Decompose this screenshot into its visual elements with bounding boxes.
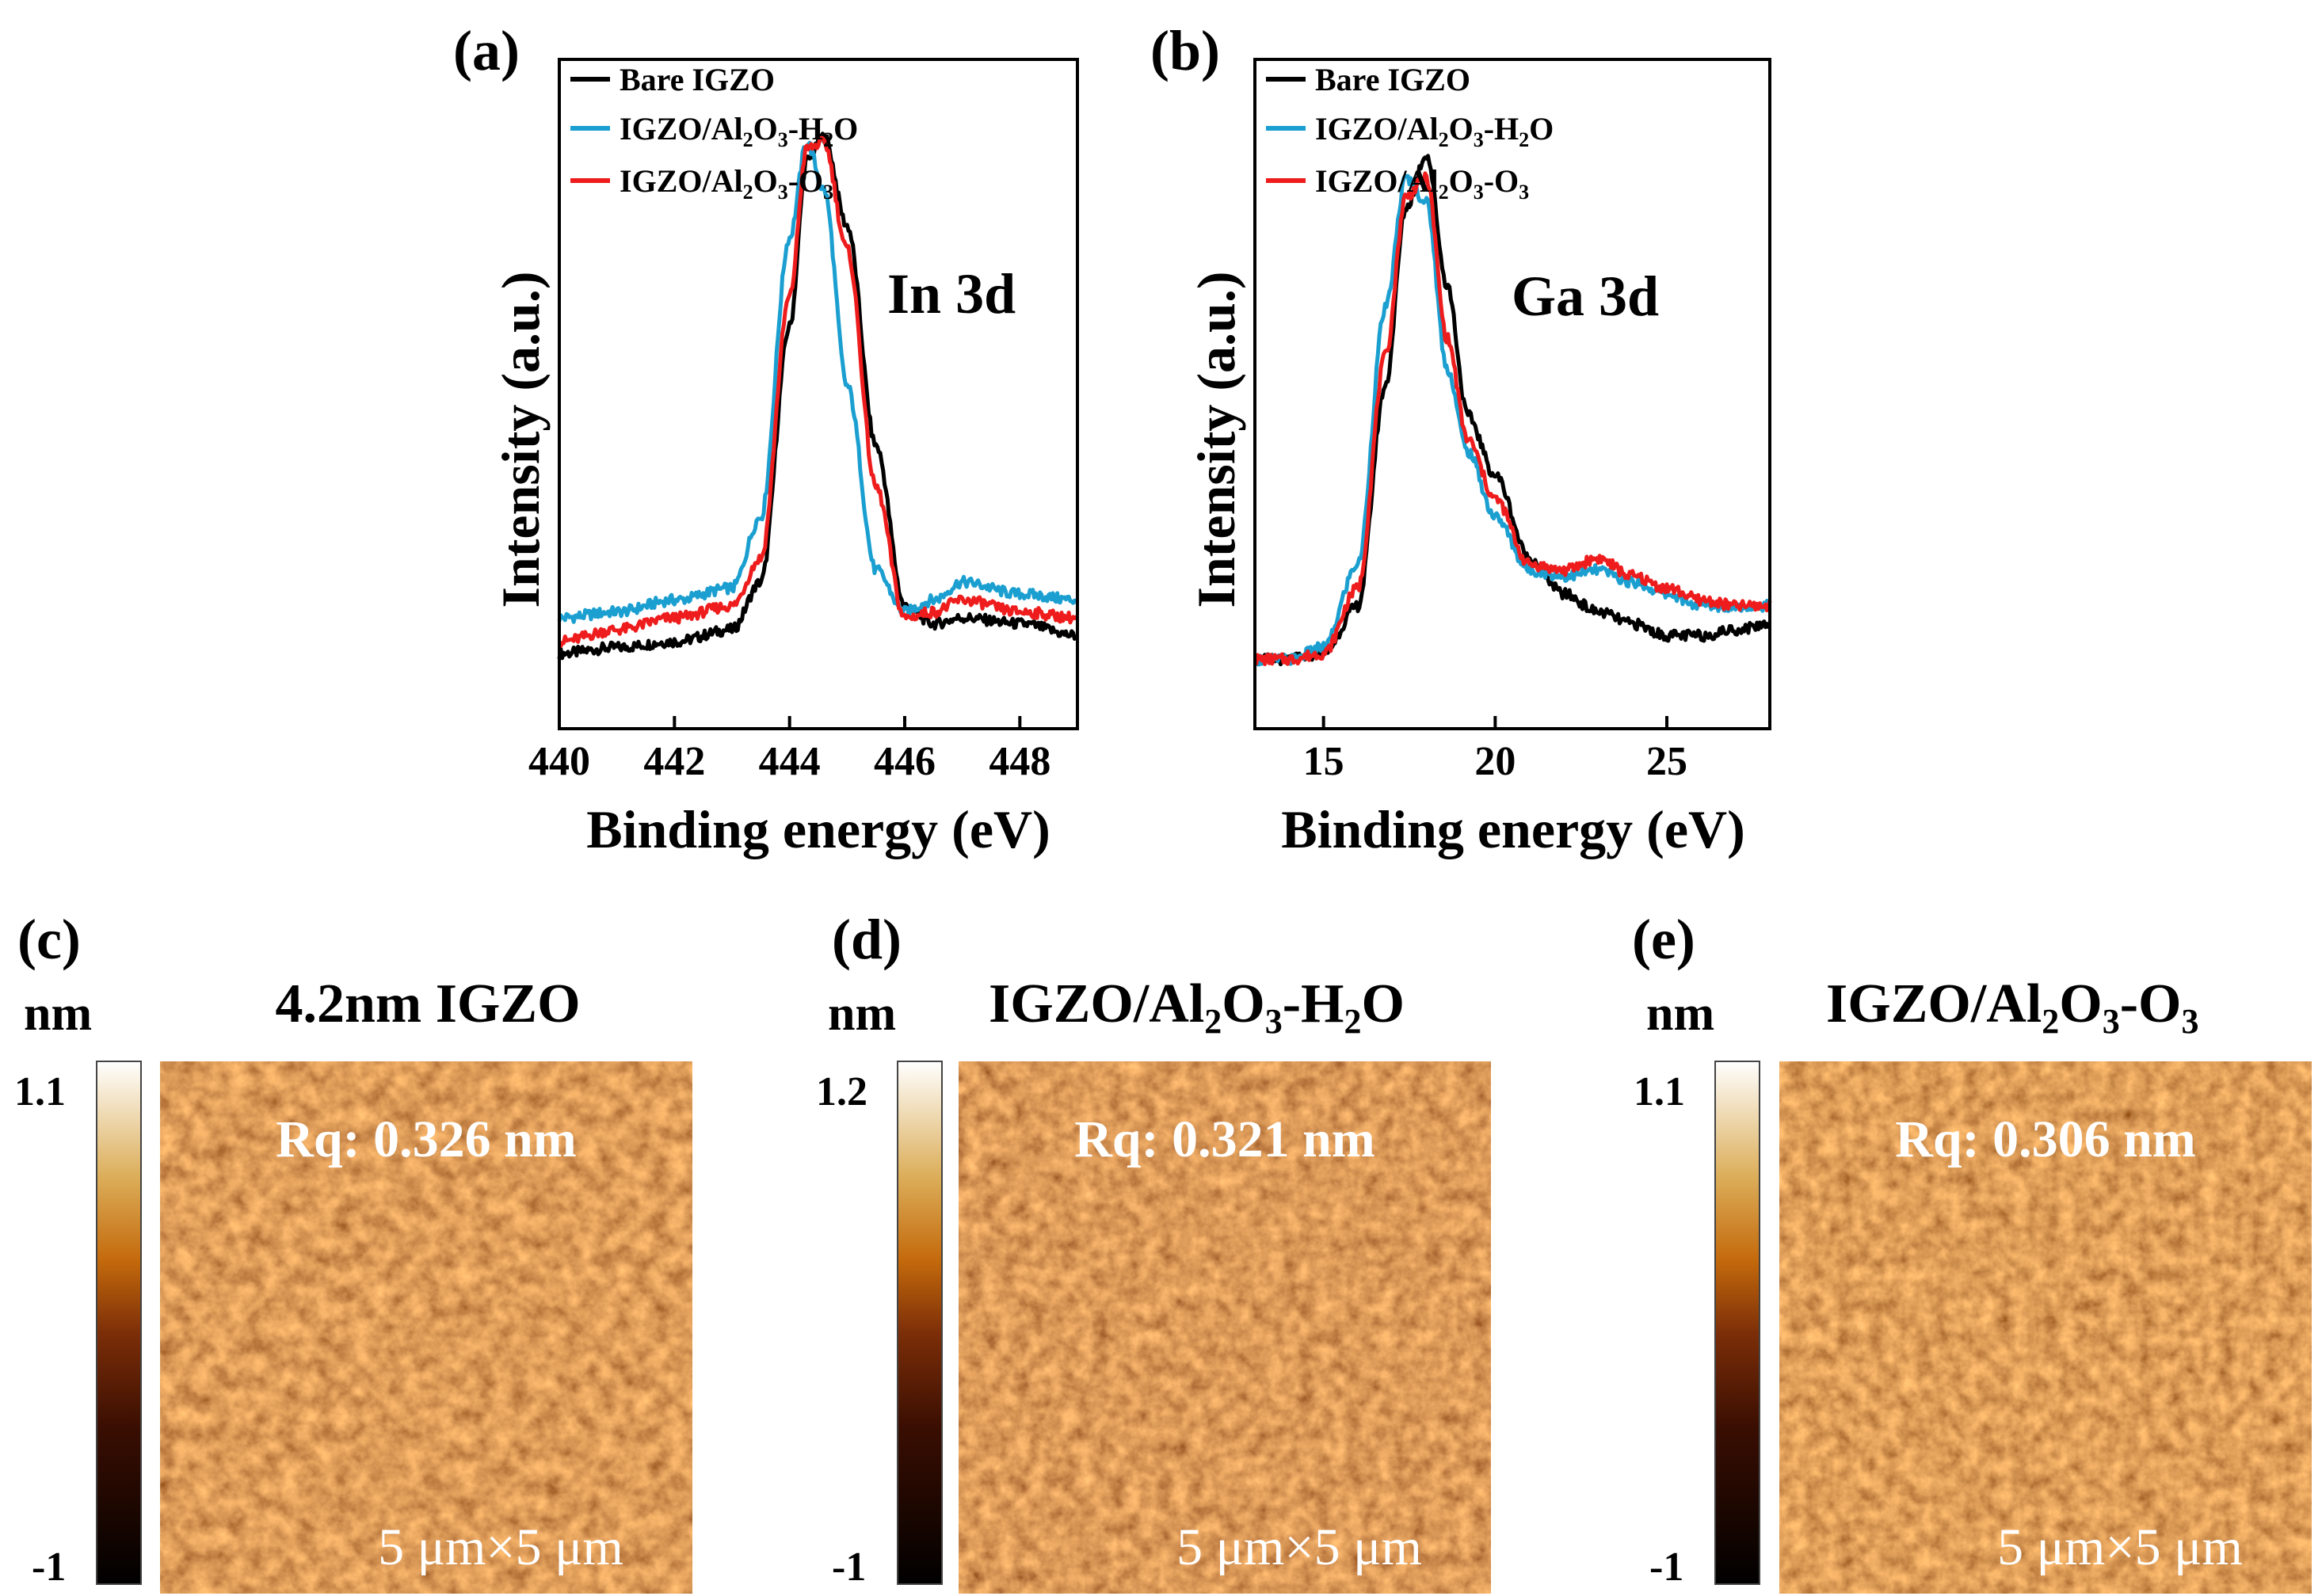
afm-image-d (959, 1061, 1491, 1594)
ylabel-b: Intensity (a.u.) (1186, 271, 1246, 608)
xps-panel-a: (a) Intensity (a.u.) 440 442 444 446 448 In … (453, 19, 1079, 859)
afm-panel-d: (d) nm IGZO/Al2O3-H2O 1.2 -1 Rq: 0.321 n… (816, 908, 1491, 1594)
axes-frame-a (558, 58, 1079, 730)
xtick-label-a-0: 440 (528, 739, 590, 784)
xtick-label-b-1: 20 (1474, 739, 1516, 784)
afm-title-d: IGZO/Al2O3-H2O (989, 973, 1405, 1041)
legend-text-h2o-a: IGZO/Al2O3-H2O (620, 111, 858, 151)
rq-value-c: Rq: 0.326 nm (276, 1110, 577, 1168)
colorbar-max-c: 1.1 (14, 1069, 66, 1114)
xlabel-a: Binding energy (eV) (586, 799, 1050, 859)
series-a-1 (557, 140, 1078, 624)
colorbar-min-e: -1 (1649, 1545, 1683, 1590)
colorbar-min-c: -1 (32, 1545, 66, 1590)
rq-value-d: Rq: 0.321 nm (1074, 1110, 1375, 1168)
colorbar-max-e: 1.1 (1634, 1069, 1685, 1114)
afm-title-e: IGZO/Al2O3-O3 (1826, 973, 2199, 1041)
colorbar-unit-e: nm (1646, 987, 1714, 1041)
xtick-label-a-2: 444 (759, 739, 821, 784)
rq-value-e: Rq: 0.306 nm (1895, 1110, 2196, 1168)
scan-size-c: 5 μm×5 μm (378, 1518, 623, 1576)
afm-panel-e: (e) nm IGZO/Al2O3-O3 1.1 -1 Rq: 0.306 nm… (1632, 908, 2312, 1594)
xlabel-b: Binding energy (eV) (1281, 799, 1745, 859)
legend-a: Bare IGZO IGZO/Al2O3-H2O IGZO/Al2O3-O3 (570, 62, 858, 204)
xps-panel-b: (b) Intensity (a.u.) 15 20 25 Ga 3d Bare I… (1150, 19, 1772, 859)
series-a-0 (557, 131, 1078, 661)
legend-b: Bare IGZO IGZO/Al2O3-H2O IGZO/Al2O3-O3 (1266, 62, 1554, 204)
legend-text-bare-b: Bare IGZO (1315, 62, 1470, 97)
legend-text-o3-b: IGZO/Al2O3-O3 (1315, 163, 1529, 204)
colorbar-min-d: -1 (832, 1545, 866, 1590)
xtick-label-a-1: 442 (643, 739, 705, 784)
legend-text-h2o-b: IGZO/Al2O3-H2O (1315, 111, 1554, 151)
colorbar-unit-d: nm (828, 987, 896, 1041)
afm-image-e (1779, 1061, 2312, 1594)
panel-label-d: (d) (832, 908, 902, 971)
panel-label-a: (a) (453, 19, 520, 82)
annotation-in3d: In 3d (887, 262, 1016, 326)
series-b-2 (1254, 171, 1772, 666)
scan-size-d: 5 μm×5 μm (1176, 1518, 1422, 1576)
colorbar-d (897, 1061, 943, 1585)
colorbar-max-d: 1.2 (816, 1069, 867, 1114)
plot-area-b: 15 20 25 (1253, 154, 1772, 784)
afm-panel-c: (c) nm 4.2nm IGZO 1.1 -1 Rq: 0.326 nm 5 … (14, 908, 692, 1594)
colorbar-e (1714, 1061, 1760, 1585)
series-a-2 (559, 135, 1079, 649)
series-b-0 (1253, 154, 1771, 667)
ylabel-a: Intensity (a.u.) (490, 271, 551, 608)
afm-title-c: 4.2nm IGZO (275, 973, 580, 1034)
plot-area-a: 440 442 444 446 448 (528, 131, 1079, 784)
colorbar-unit-c: nm (24, 987, 92, 1041)
panel-label-c: (c) (17, 908, 81, 971)
panel-label-b: (b) (1150, 19, 1220, 82)
panel-label-e: (e) (1632, 908, 1695, 971)
annotation-ga3d: Ga 3d (1512, 265, 1659, 328)
xtick-label-b-2: 25 (1646, 739, 1687, 784)
legend-text-o3-a: IGZO/Al2O3-O3 (620, 163, 833, 204)
xtick-label-a-4: 448 (989, 739, 1050, 784)
xtick-label-b-0: 15 (1303, 739, 1344, 784)
afm-image-c (160, 1061, 692, 1594)
legend-text-bare-a: Bare IGZO (620, 62, 775, 97)
axes-frame-b (1253, 58, 1771, 730)
scan-size-e: 5 μm×5 μm (1997, 1518, 2243, 1576)
colorbar-c (96, 1061, 142, 1585)
xtick-label-a-3: 446 (874, 739, 936, 784)
